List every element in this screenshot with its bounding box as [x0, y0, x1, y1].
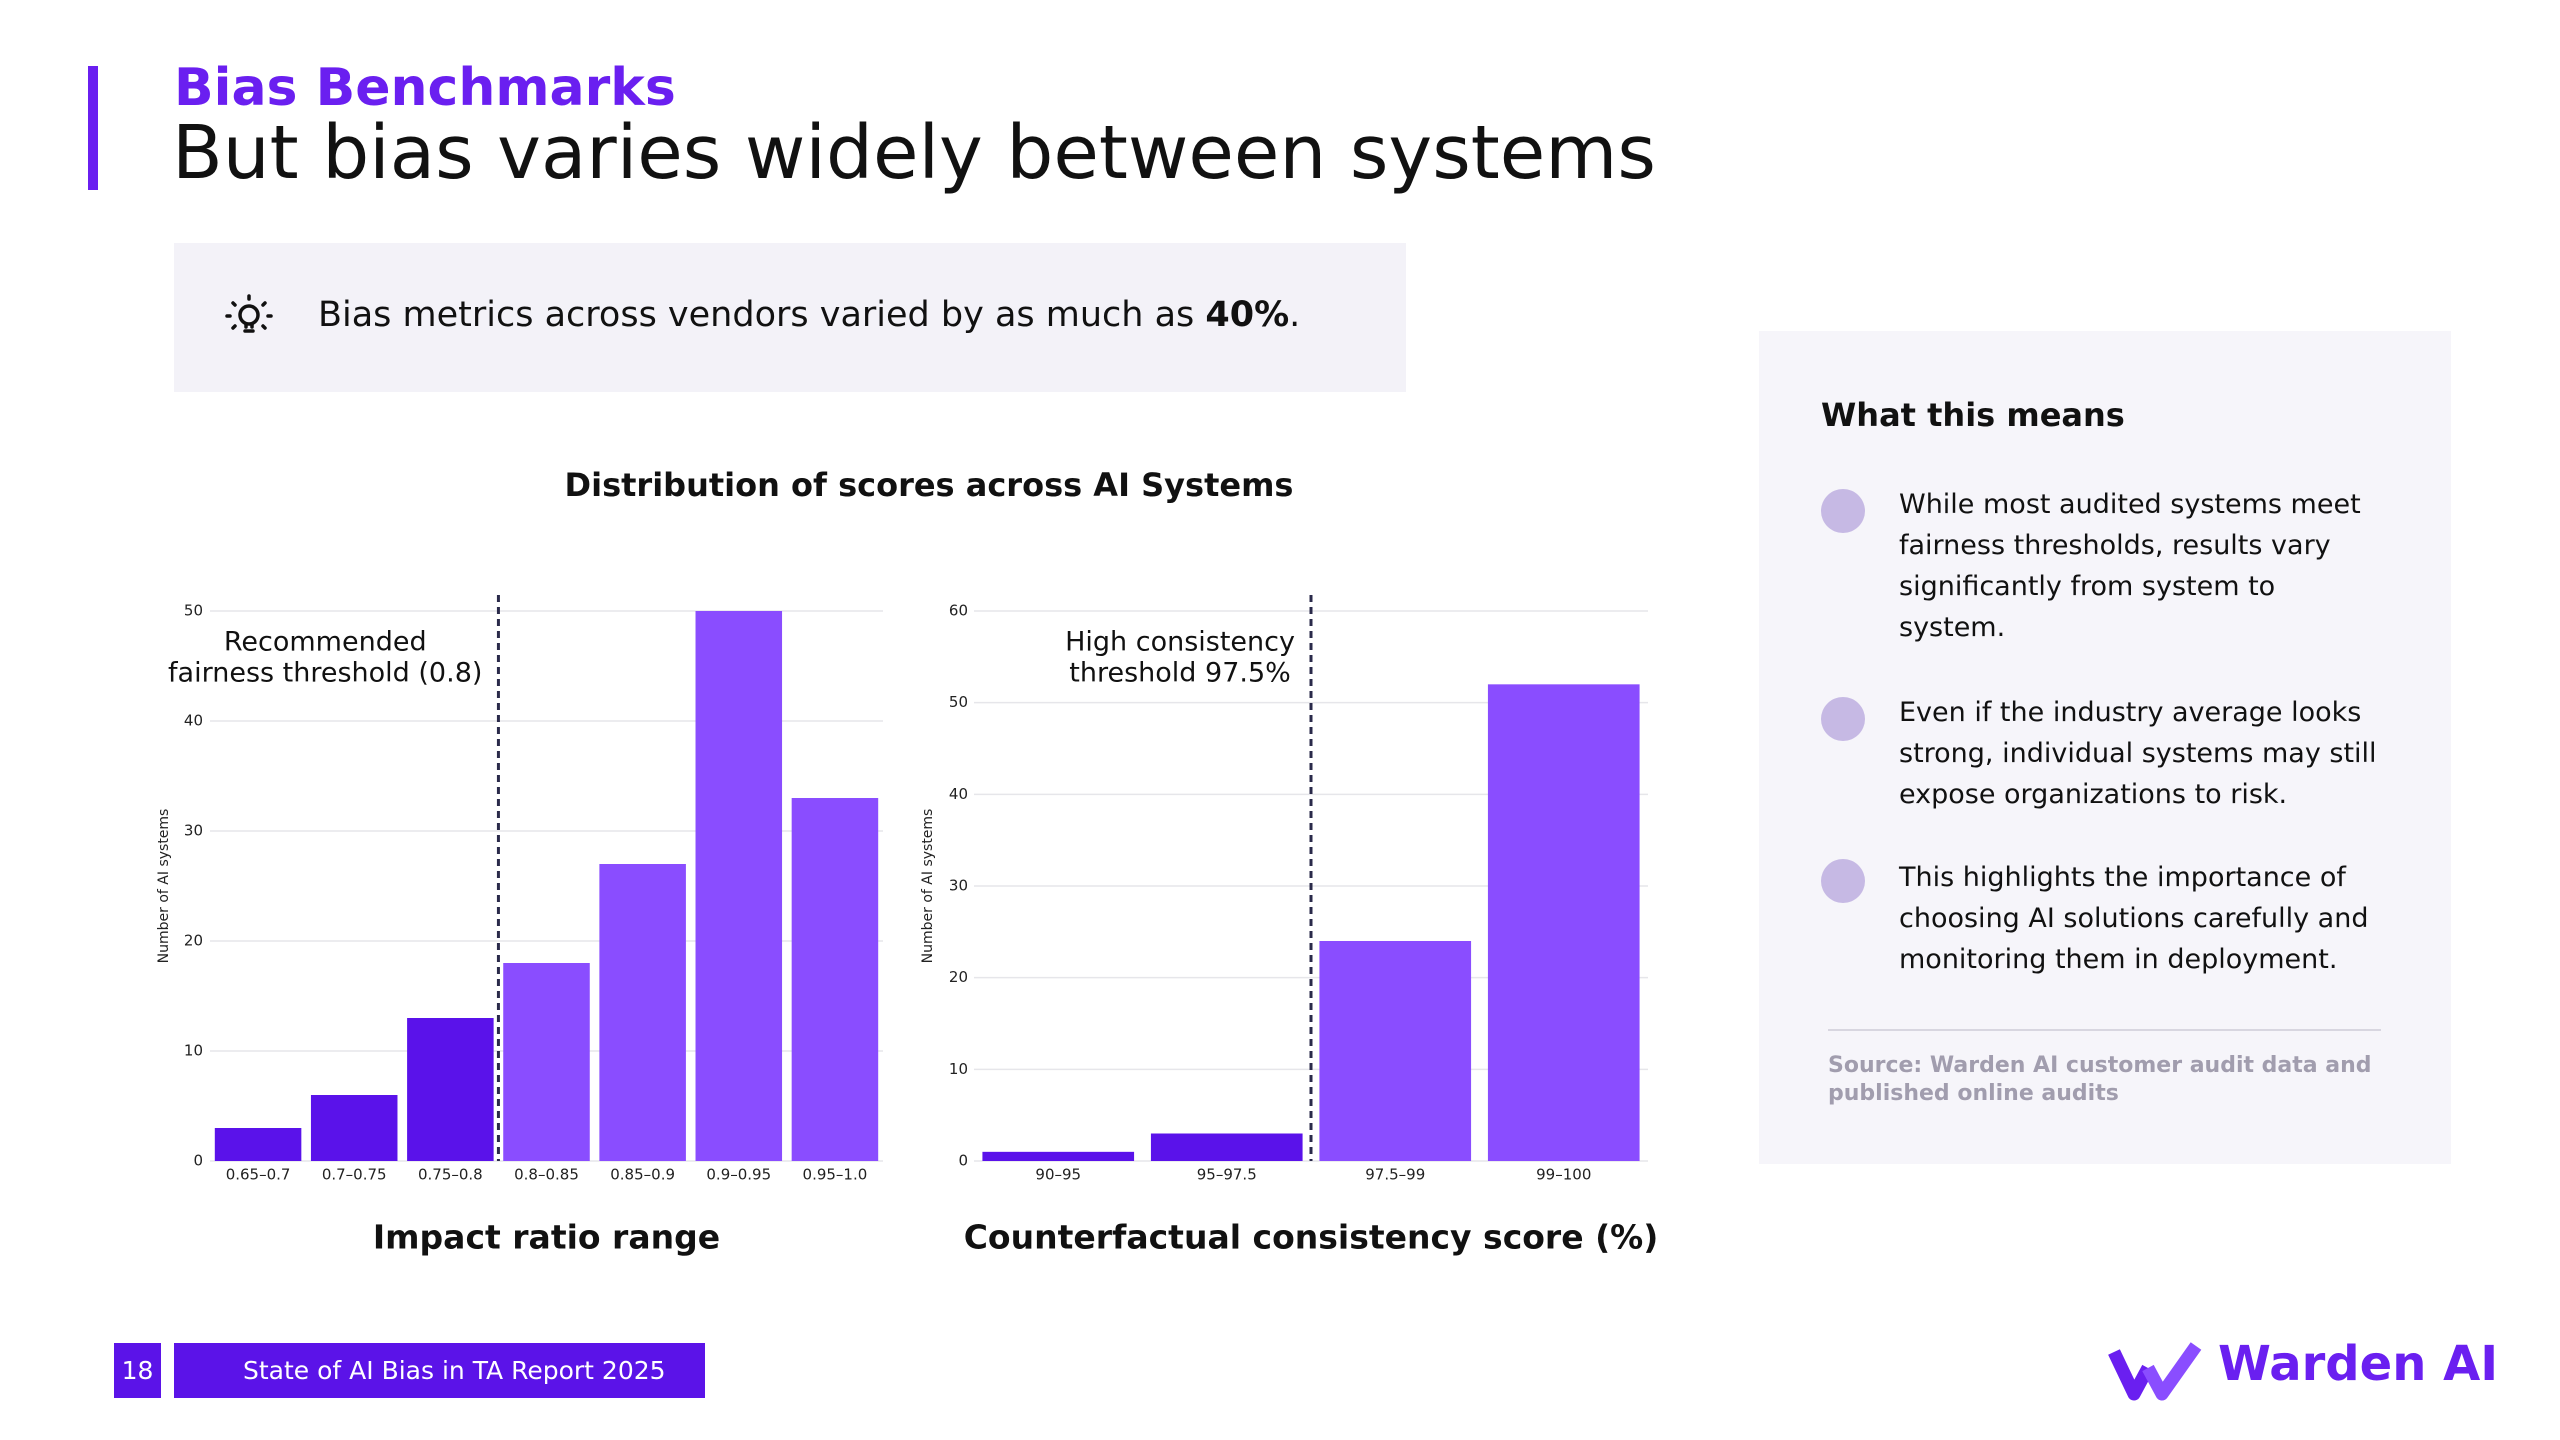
report-name: State of AI Bias in TA Report 2025: [174, 1343, 705, 1398]
x-tick-label: 0.75–0.8: [418, 1166, 483, 1184]
y-tick-label: 60: [949, 602, 968, 620]
bullet-text: While most audited systems meet fairness…: [1899, 489, 2361, 643]
panel-heading: What this means: [1821, 396, 2125, 434]
y-tick-label: 30: [184, 822, 203, 840]
callout-emphasis: 40%: [1205, 295, 1290, 335]
y-tick-label: 50: [949, 693, 968, 711]
y-tick-label: 10: [949, 1060, 968, 1078]
y-axis-label: Number of AI systems: [156, 809, 172, 964]
y-tick-label: 30: [949, 877, 968, 895]
y-axis-label: Number of AI systems: [920, 809, 936, 964]
threshold-annotation: threshold 97.5%: [1069, 658, 1291, 689]
bullet-text: This highlights the importance of choosi…: [1899, 862, 2369, 975]
bar: [791, 798, 879, 1161]
y-tick-label: 10: [184, 1042, 203, 1060]
callout: Bias metrics across vendors varied by as…: [174, 243, 1406, 392]
x-tick-label: 90–95: [1035, 1166, 1081, 1184]
y-tick-label: 40: [949, 785, 968, 803]
callout-text: Bias metrics across vendors varied by as…: [318, 295, 1300, 335]
x-tick-label: 0.65–0.7: [226, 1166, 291, 1184]
bar: [407, 1018, 494, 1161]
x-tick-label: 97.5–99: [1365, 1166, 1425, 1184]
x-tick-label: 0.85–0.9: [610, 1166, 675, 1184]
bullet-dot: [1821, 697, 1865, 741]
x-tick-label: 95–97.5: [1197, 1166, 1257, 1184]
bar: [214, 1128, 302, 1161]
accent-bar: [88, 66, 98, 190]
bar: [1150, 1133, 1303, 1161]
bar: [599, 864, 686, 1161]
threshold-annotation: fairness threshold (0.8): [168, 658, 482, 689]
brand-name: Warden AI: [2218, 1336, 2499, 1392]
y-tick-label: 20: [184, 932, 203, 950]
section-title: Bias Benchmarks: [174, 58, 676, 118]
callout-end: .: [1289, 295, 1301, 335]
y-tick-label: 40: [184, 712, 203, 730]
bulb-icon: [225, 294, 273, 333]
charts-title: Distribution of scores across AI Systems: [564, 466, 1294, 504]
bullet-text: Even if the industry average looks stron…: [1899, 697, 2377, 810]
bar: [695, 611, 783, 1161]
threshold-annotation: Recommended: [224, 627, 427, 658]
bar: [503, 963, 590, 1161]
source-note: Source: Warden AI customer audit data an…: [1828, 1053, 2372, 1106]
logo-icon: [2108, 1342, 2202, 1401]
y-tick-label: 0: [193, 1152, 203, 1170]
page-number: 18: [114, 1343, 161, 1398]
x-tick-label: 0.7–0.75: [322, 1166, 387, 1184]
page-title: But bias varies widely between systems: [172, 110, 1656, 196]
threshold-annotation: High consistency: [1065, 627, 1295, 658]
x-axis-label: Counterfactual consistency score (%): [964, 1218, 1659, 1257]
bar: [982, 1151, 1135, 1161]
bullet-dot: [1821, 489, 1865, 533]
info-panel: [1759, 331, 2451, 1164]
x-axis-label: Impact ratio range: [373, 1218, 720, 1257]
x-tick-label: 99–100: [1536, 1166, 1591, 1184]
x-tick-label: 0.95–1.0: [803, 1166, 868, 1184]
divider: [1828, 1029, 2381, 1031]
y-tick-label: 20: [949, 968, 968, 986]
bar: [1487, 684, 1640, 1161]
bullet-dot: [1821, 859, 1865, 903]
bar: [1319, 941, 1472, 1161]
x-tick-label: 0.8–0.85: [514, 1166, 579, 1184]
y-tick-label: 0: [958, 1152, 968, 1170]
x-tick-label: 0.9–0.95: [706, 1166, 771, 1184]
y-tick-label: 50: [184, 602, 203, 620]
callout-text: Bias metrics across vendors varied by as…: [318, 295, 1206, 335]
bar: [310, 1095, 398, 1161]
